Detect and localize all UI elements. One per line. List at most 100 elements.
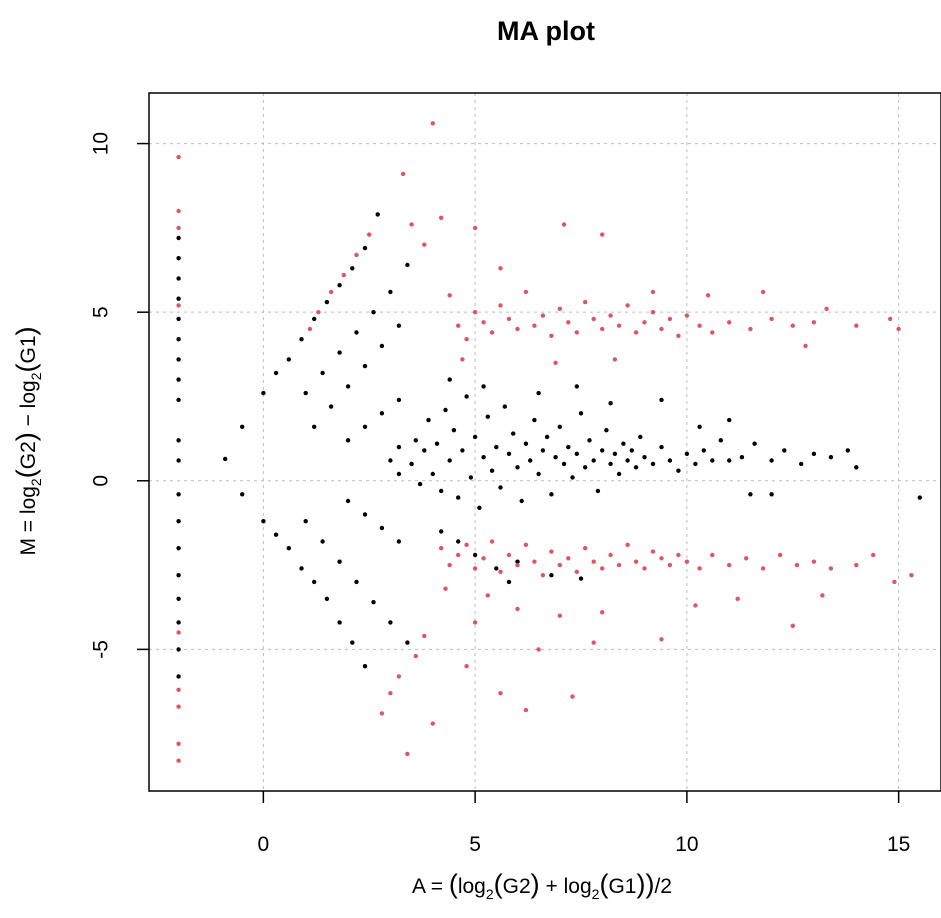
data-point-black [684,451,690,456]
data-point-black [782,448,787,453]
data-point-black [439,488,444,494]
data-point-black [176,458,181,463]
data-point-black [532,417,537,423]
data-point-red [532,323,537,328]
data-point-red [790,323,795,328]
data-point-black [574,451,579,456]
data-point-black [299,566,304,571]
data-point-black [583,465,588,470]
data-point-black [379,525,385,531]
data-point-black [443,407,448,413]
data-point-black [595,488,601,494]
data-point-red [413,653,418,659]
data-point-black [506,579,512,585]
data-point-black [417,481,423,487]
data-point-black [697,424,702,429]
data-point-red [485,593,490,598]
data-point-red [447,562,452,568]
data-point-black [320,370,325,376]
data-point-black [718,438,723,443]
data-point-red [460,357,465,362]
data-point-red [553,360,558,365]
data-point-red [540,573,546,578]
data-point-red [896,326,901,332]
data-point-black [345,498,351,504]
y-tick-label: 5 [90,306,113,318]
data-point-black [456,495,461,500]
data-point-black [591,458,596,463]
data-point-red [176,303,181,308]
data-point-black [544,434,550,440]
x-axis-label: A = (log2(G2) + log2(G1))/2 [412,869,672,902]
data-point-red [439,546,444,551]
data-point-red [583,299,588,305]
data-point-red [464,542,469,547]
data-point-black [176,276,181,281]
data-point-black [489,468,495,473]
data-point-red [439,215,444,220]
data-point-red [515,326,520,332]
data-point-black [633,465,639,470]
data-point-red [549,549,554,554]
data-point-black [456,539,461,544]
data-point-black [176,337,181,342]
series-black-points [176,212,922,679]
data-point-black [447,377,452,382]
data-point-red [824,306,829,311]
y-axis-label: M = log2(G2) − log2(G1) [11,326,44,555]
data-point-black [511,431,516,436]
data-point-red [561,222,567,227]
data-point-black [616,471,622,477]
data-point-black [485,414,490,419]
data-point-black [240,492,245,497]
data-point-red [811,559,817,564]
data-point-red [456,323,461,328]
x-axis-ticks: 0 5 10 15 [258,791,910,856]
data-point-black [578,411,584,416]
data-point-red [591,640,596,645]
data-point-black [587,438,592,443]
data-point-black [328,404,334,409]
data-point-red [396,674,402,679]
data-point-black [273,370,279,376]
data-point-black [536,390,541,396]
data-point-red [176,687,181,692]
series-red-points [176,121,914,763]
data-point-black [176,492,181,497]
data-point-red [642,566,647,571]
data-point-red [794,562,800,568]
data-point-red [557,306,562,311]
data-point-black [426,417,431,423]
x-tick-label: 10 [675,833,698,856]
data-point-black [176,438,181,443]
data-point-red [828,566,834,571]
data-point-red [176,225,181,231]
data-point-red [464,664,469,669]
data-point-red [616,323,622,328]
data-point-red [570,694,575,699]
data-point-black [375,212,380,217]
data-point-black [494,566,499,571]
data-point-black [528,458,533,463]
data-point-black [371,600,376,605]
data-point-black [845,448,850,453]
data-point-red [803,343,808,349]
data-point-red [710,552,715,558]
data-point-red [705,293,711,298]
data-point-red [676,333,681,338]
data-point-red [464,337,469,342]
y-axis-ticks: -5 0 5 10 [90,132,149,659]
data-point-black [769,492,774,497]
data-point-red [379,711,385,716]
data-point-red [650,289,656,295]
data-point-black [396,471,402,477]
data-point-black [468,475,474,480]
data-point-red [854,323,859,328]
data-point-black [659,444,664,450]
data-point-black [303,519,308,524]
data-point-red [481,556,486,561]
data-point-red [616,562,622,568]
data-point-red [472,566,478,571]
data-point-black [748,492,753,497]
